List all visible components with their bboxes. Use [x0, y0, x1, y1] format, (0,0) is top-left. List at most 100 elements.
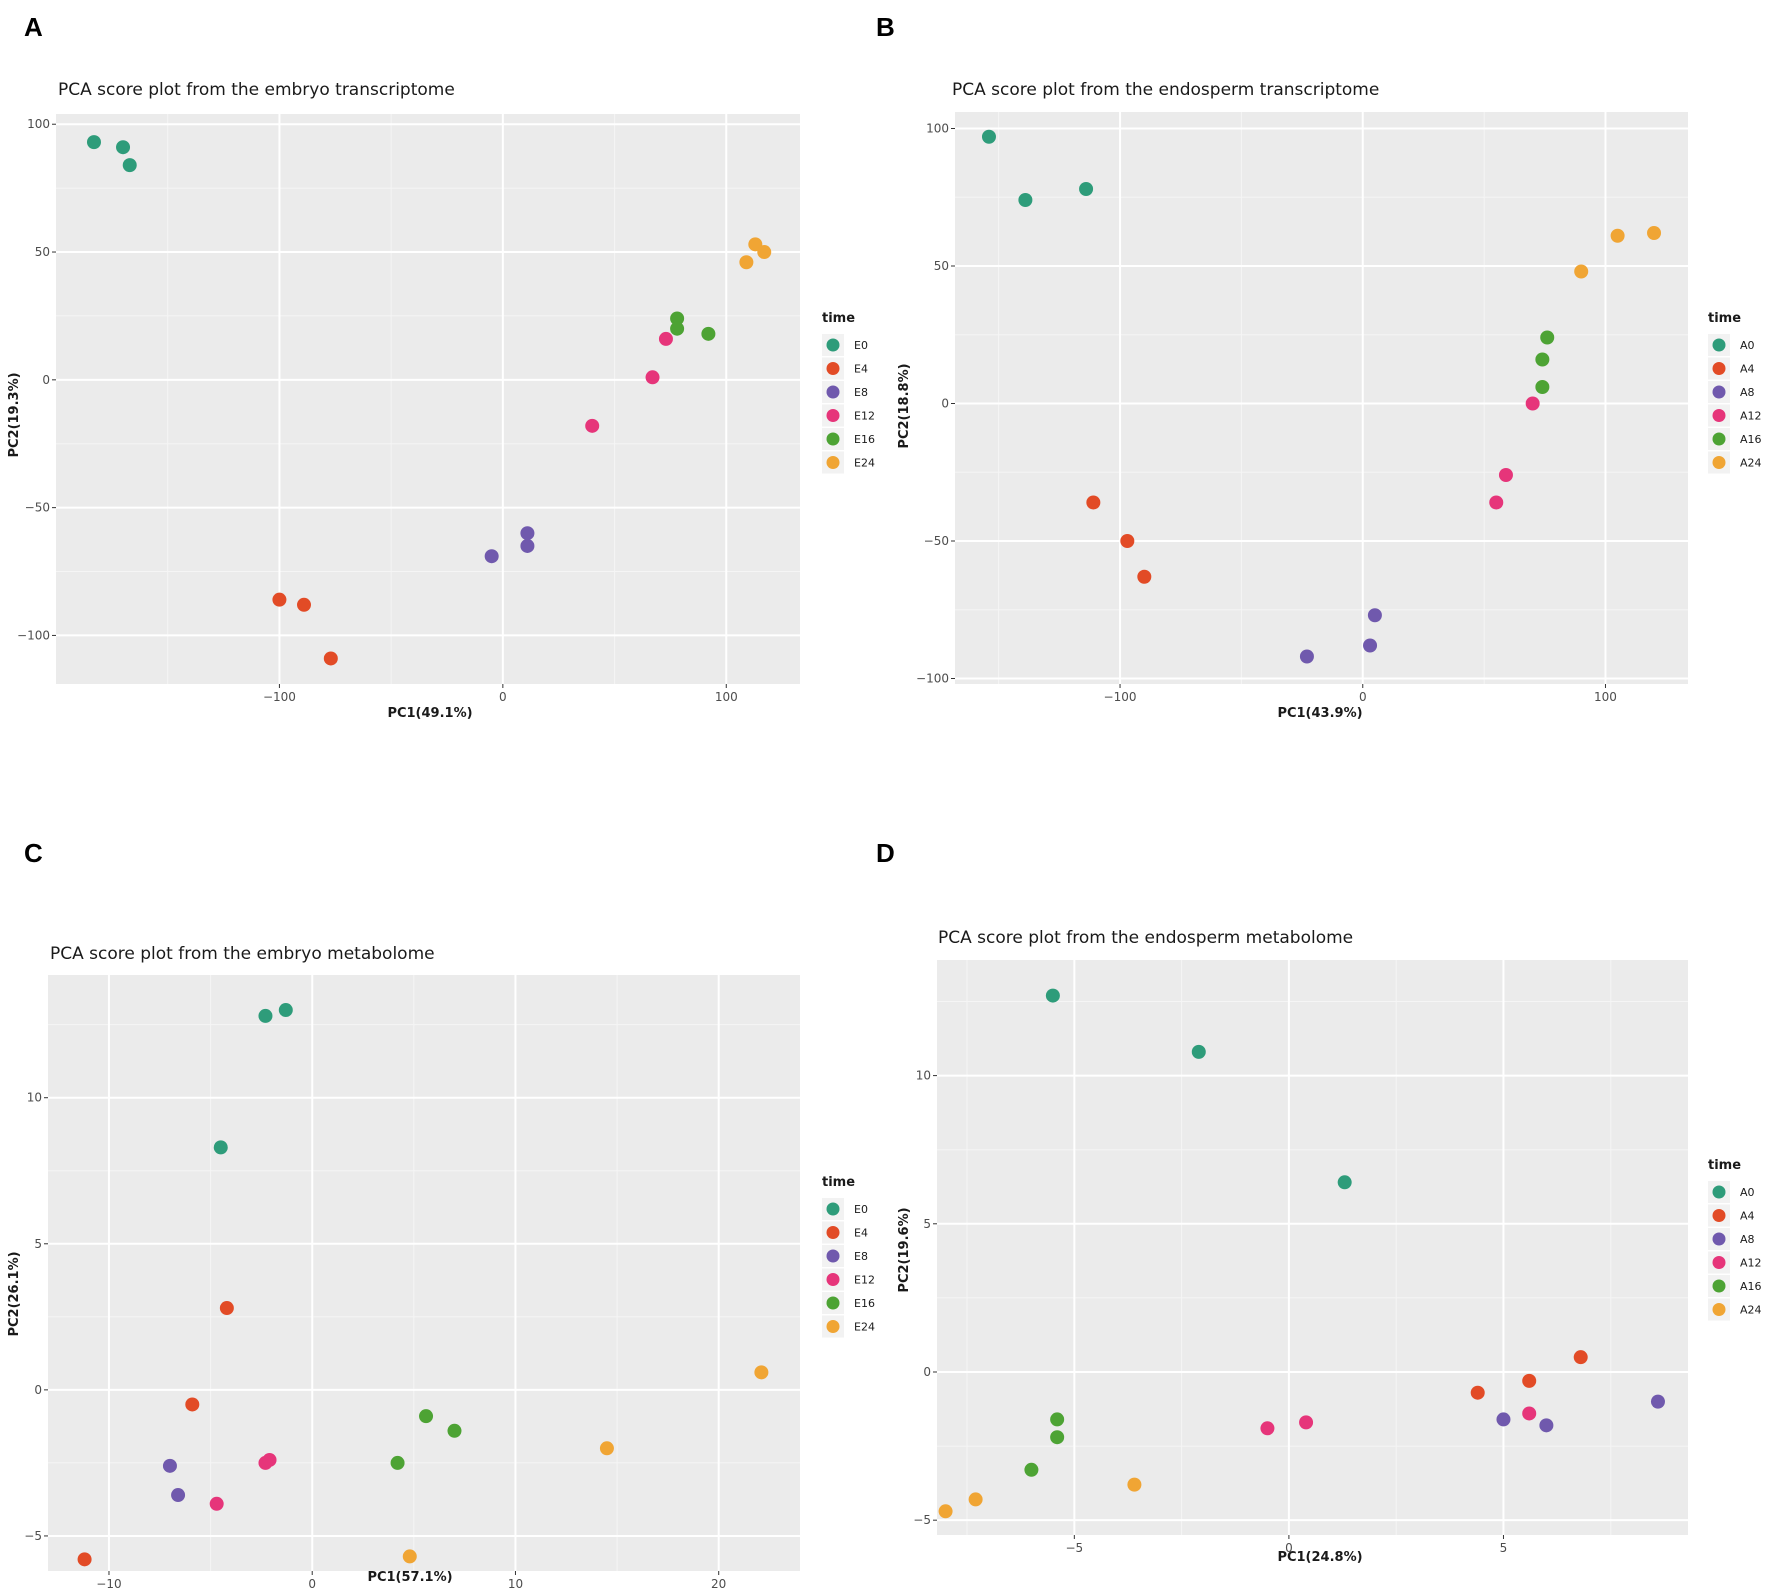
y-tick-label: −5 [913, 1513, 931, 1527]
chart-panel-c: C PCA score plot from the embryo metabolo… [7, 838, 875, 1588]
legend-marker-e0 [826, 338, 840, 352]
legend-marker-e8 [826, 1249, 840, 1263]
legend-marker-a0 [1712, 338, 1726, 352]
data-point-a0 [981, 129, 996, 144]
legend-label: A12 [1740, 410, 1762, 423]
data-point-e4 [219, 1301, 234, 1316]
data-point-e12 [658, 331, 673, 346]
data-point-a12 [1522, 1406, 1537, 1421]
y-tick-label: 0 [34, 1383, 42, 1397]
data-point-e8 [162, 1458, 177, 1473]
data-point-e16 [701, 326, 716, 341]
data-point-a8 [1650, 1394, 1665, 1409]
x-tick-label: 0 [1285, 1541, 1293, 1555]
data-point-a16 [1050, 1412, 1065, 1427]
legend-marker-a12 [1712, 1256, 1726, 1269]
data-point-e4 [77, 1552, 92, 1567]
legend-marker-e12 [826, 1273, 840, 1286]
y-tick-label: 0 [923, 1365, 931, 1379]
legend-marker-e24 [826, 456, 840, 469]
legend-marker-e12 [826, 409, 840, 422]
data-point-a24 [938, 1504, 953, 1519]
data-point-e24 [757, 245, 772, 260]
panel-letter: B [876, 12, 895, 42]
legend-label: A4 [1740, 1210, 1755, 1223]
y-tick-label: 10 [27, 1091, 42, 1105]
y-tick-label: 0 [941, 397, 949, 411]
data-point-e8 [171, 1488, 186, 1503]
x-tick-label: 10 [508, 1577, 523, 1588]
legend-marker-e4 [826, 362, 840, 375]
legend-marker-a8 [1712, 385, 1726, 399]
x-tick-label: 100 [715, 690, 738, 704]
legend-label: A16 [1740, 433, 1762, 446]
data-point-e0 [213, 1140, 228, 1155]
data-point-a4 [1573, 1350, 1588, 1365]
data-point-a8 [1363, 638, 1378, 653]
data-point-a4 [1470, 1385, 1485, 1400]
legend-label: E0 [854, 339, 868, 352]
data-point-a0 [1191, 1044, 1206, 1059]
chart-title: PCA score plot from the endosperm metabo… [938, 928, 1353, 948]
data-point-a12 [1260, 1421, 1275, 1436]
data-point-a8 [1299, 649, 1314, 664]
legend-label: E12 [854, 1274, 875, 1287]
data-point-a16 [1540, 330, 1555, 345]
legend-label: E24 [854, 1321, 875, 1334]
x-tick-label: −5 [1065, 1541, 1083, 1555]
data-point-a0 [1079, 182, 1094, 196]
data-point-a4 [1522, 1373, 1537, 1388]
data-point-e12 [645, 370, 660, 385]
y-tick-label: 100 [27, 117, 50, 131]
data-point-e0 [86, 135, 101, 150]
x-tick-label: 20 [711, 1577, 726, 1588]
chart-panel-d: D PCA score plot from the endosperm metab… [876, 838, 1762, 1565]
legend-label: A0 [1740, 1186, 1755, 1199]
legend-marker-a4 [1712, 1209, 1726, 1222]
legend-label: A0 [1740, 339, 1755, 352]
legend-label: A24 [1740, 1304, 1762, 1317]
data-point-e24 [599, 1441, 614, 1456]
data-point-a12 [1498, 468, 1513, 482]
legend-title: time [822, 311, 855, 326]
legend-marker-e16 [826, 432, 840, 446]
legend-label: E16 [854, 433, 875, 446]
panel-letter: A [24, 12, 43, 42]
legend-marker-a4 [1712, 362, 1726, 375]
data-point-e24 [739, 255, 754, 270]
data-point-e24 [402, 1549, 417, 1564]
chart-title: PCA score plot from the embryo metabolom… [50, 944, 435, 964]
legend-marker-e8 [826, 385, 840, 399]
data-point-a24 [1574, 264, 1589, 279]
x-tick-label: −10 [96, 1577, 121, 1588]
x-tick-label: 0 [1359, 690, 1367, 704]
data-point-e0 [278, 1003, 293, 1018]
x-tick-label: −100 [263, 690, 296, 704]
legend-marker-e4 [826, 1226, 840, 1239]
plot-background [48, 975, 800, 1571]
data-point-a12 [1525, 396, 1540, 411]
data-point-a8 [1539, 1418, 1554, 1433]
data-point-a24 [1610, 228, 1625, 243]
y-tick-label: 50 [35, 245, 50, 259]
data-point-a8 [1496, 1412, 1511, 1427]
legend-marker-e24 [826, 1320, 840, 1333]
y-tick-label: 5 [34, 1237, 42, 1251]
data-point-e8 [484, 549, 499, 564]
data-point-e8 [520, 538, 535, 553]
data-point-a16 [1050, 1430, 1065, 1445]
data-point-e0 [258, 1008, 273, 1023]
data-point-a16 [1024, 1462, 1039, 1477]
x-axis-label: PC1(49.1%) [387, 706, 472, 721]
legend-label: A4 [1740, 363, 1755, 376]
legend-marker-a24 [1712, 1303, 1726, 1316]
x-axis-label: PC1(43.9%) [1277, 706, 1362, 721]
legend-marker-a16 [1712, 1279, 1726, 1293]
y-axis-label: PC2(19.6%) [897, 1207, 912, 1292]
legend-marker-a12 [1712, 409, 1726, 422]
data-point-e16 [670, 321, 685, 336]
data-point-e16 [419, 1409, 434, 1424]
data-point-e4 [272, 592, 287, 607]
data-point-e4 [297, 597, 311, 612]
y-tick-label: −50 [924, 534, 949, 548]
